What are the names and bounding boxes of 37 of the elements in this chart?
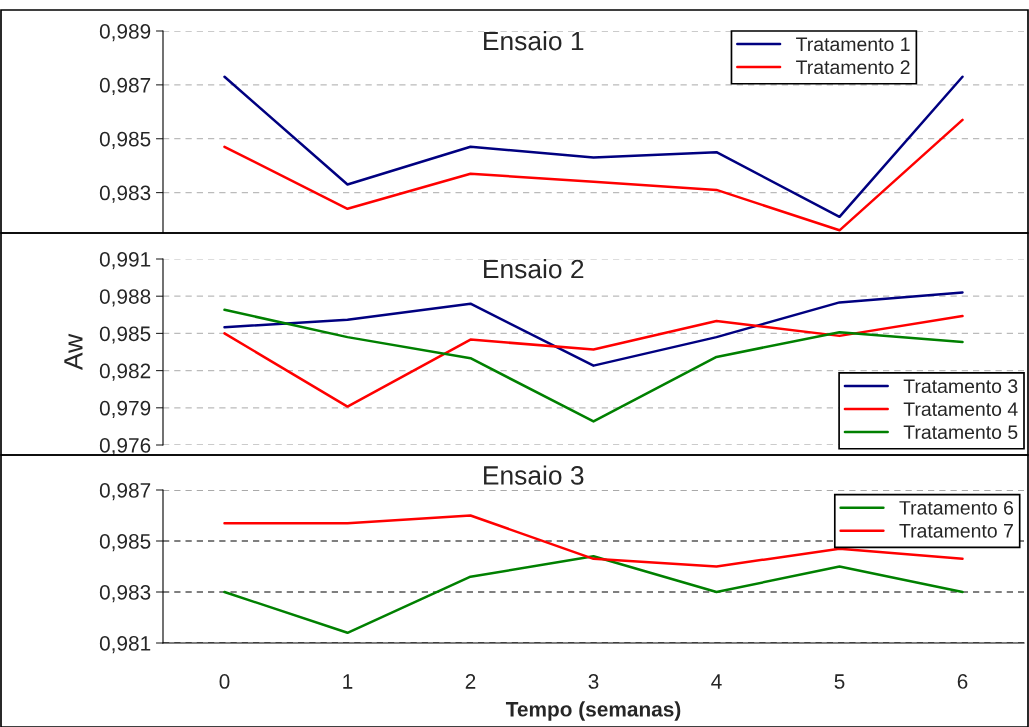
line-series [223, 118, 964, 232]
y-axis-title: Aw [64, 333, 83, 371]
x-tick-label: 4 [711, 674, 722, 689]
x-axis-title: Tempo (semanas) [505, 701, 681, 721]
x-tick-label: 2 [465, 674, 476, 689]
y-tick-label: 0,985 [99, 326, 151, 344]
y-tick-label: 0,976 [99, 438, 151, 456]
y-tick-label: 0,985 [99, 131, 151, 149]
legend-label: Tratamento 3 [903, 379, 1018, 394]
y-tick-label: 0,985 [99, 534, 151, 552]
y-tick-label: 0,988 [99, 289, 151, 307]
y-tick-label: 0,991 [99, 252, 151, 270]
legend-label: Tratamento 6 [899, 500, 1014, 515]
line-series [223, 555, 964, 635]
legend-label: Tratamento 2 [796, 60, 910, 75]
chart-title: Ensaio 3 [484, 465, 584, 485]
y-tick-label: 0,983 [99, 185, 151, 203]
x-tick-label: 5 [834, 674, 845, 689]
legend-label: Tratamento 4 [903, 402, 1018, 417]
legend-label: Tratamento 7 [899, 524, 1013, 538]
y-tick-label: 0,987 [99, 77, 151, 96]
y-tick-label: 0,989 [99, 24, 151, 42]
y-tick-label: 0,981 [99, 636, 151, 654]
y-tick-label: 0,987 [99, 483, 151, 501]
legend-label: Tratamento 5 [903, 425, 1018, 440]
y-tick-label: 0,979 [99, 400, 151, 419]
x-tick-label: 6 [957, 674, 968, 689]
legend-label: Tratamento 1 [796, 37, 910, 52]
x-tick-label: 0 [219, 674, 230, 689]
line-series [223, 291, 964, 367]
y-tick-label: 0,983 [99, 585, 151, 603]
chart-title: Ensaio 1 [484, 31, 584, 51]
line-series [223, 75, 964, 219]
y-tick-label: 0,982 [99, 363, 151, 381]
x-tick-label: 3 [588, 674, 599, 689]
chart-title: Ensaio 2 [484, 259, 584, 279]
x-tick-label: 1 [343, 674, 353, 689]
